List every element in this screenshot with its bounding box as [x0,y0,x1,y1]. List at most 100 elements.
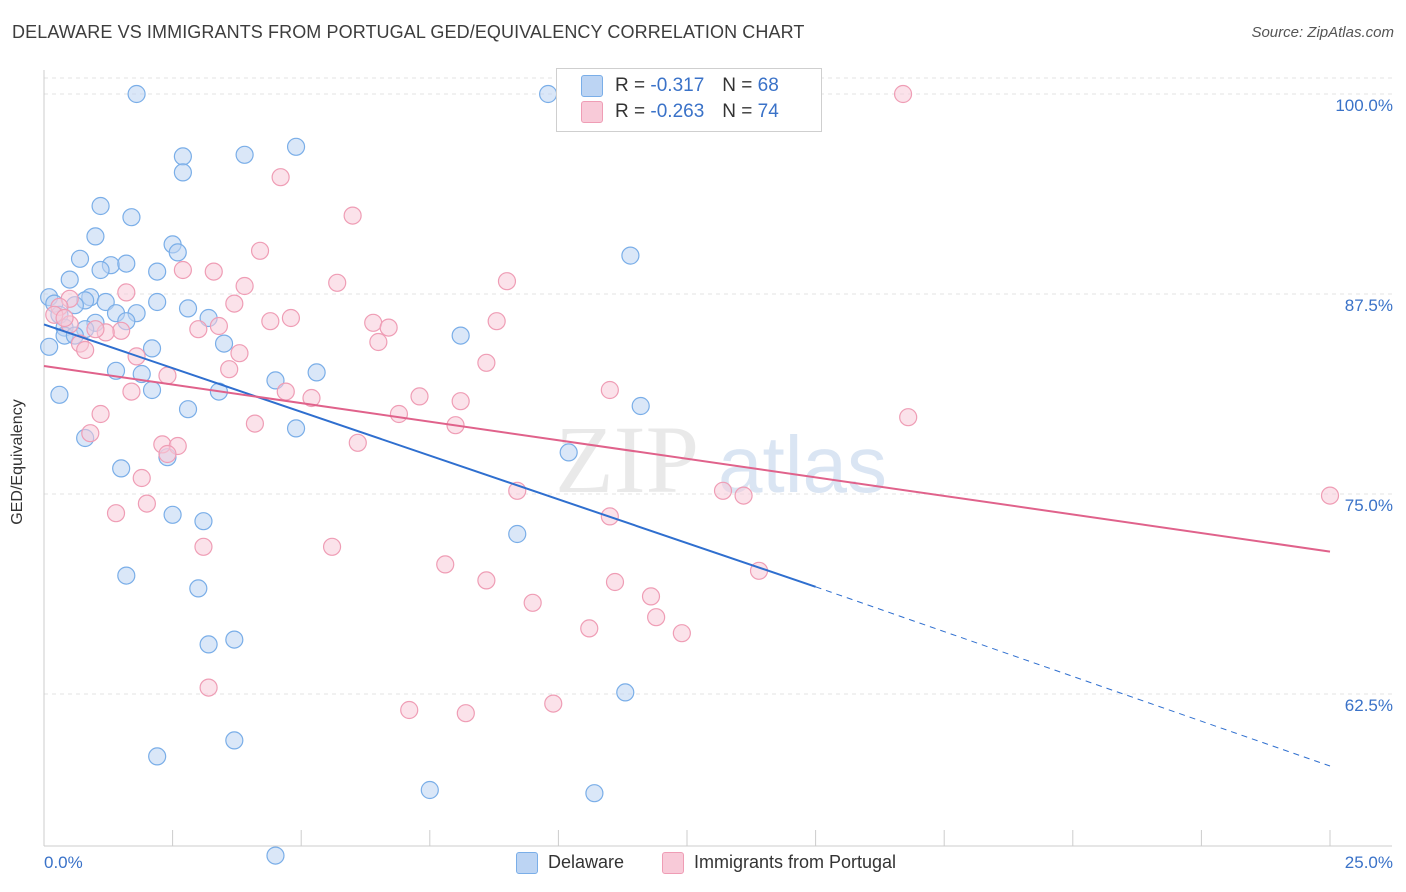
portugal-point [641,587,661,606]
portugal-point [225,294,244,313]
delaware-point [621,246,640,265]
portugal-point [523,593,542,612]
watermark: ZIP atlas [555,406,887,513]
delaware-point [112,459,131,478]
portugal-point [230,344,249,363]
delaware-point [286,419,306,438]
legend-r-value-delaware: -0.317 [650,75,705,97]
legend-r-label: R = [615,75,646,97]
portugal-point [112,321,131,340]
x-tick-label: 0.0% [44,853,83,872]
y-tick-label: 87.5% [1345,296,1393,315]
delaware-point [148,747,167,766]
portugal-point [199,678,218,697]
delaware-point [173,163,192,182]
delaware-point [163,505,182,524]
delaware-point [148,292,167,312]
portugal-point [276,382,295,401]
source-label: Source: ZipAtlas.com [1251,24,1394,41]
y-axis-label: GED/Equivalency [9,399,26,525]
portugal-point [734,486,753,505]
stats-legend: R = -0.317 N = 68 R = -0.263 N = 74 [556,68,822,132]
delaware-point [148,262,167,281]
bottom-legend-swatch-portugal [662,852,684,875]
portugal-point [209,316,228,336]
portugal-point [369,332,388,352]
delaware-point [117,254,136,273]
portugal-point [137,494,156,513]
delaware-point [225,731,244,750]
delaware-point [60,270,79,289]
portugal-point [122,382,141,401]
delaware-point [225,630,244,649]
portugal-point [189,320,208,339]
chart-title: DELAWARE VS IMMIGRANTS FROM PORTUGAL GED… [12,22,805,42]
portugal-point [436,555,455,574]
delaware-trend-line [43,323,816,588]
legend-row-delaware: R = -0.317 N = 68 [581,75,779,101]
legend-n-value-portugal: 74 [757,101,779,123]
portugal-point [55,308,74,328]
portugal-point [235,276,254,296]
y-tick-label: 100.0% [1335,96,1393,115]
portugal-point [477,353,496,372]
legend-n-label: N = [722,101,753,123]
tick-labels: 62.5% 75.0% 87.5% 100.0% 0.0% 25.0% [44,96,1393,872]
delaware-trend-extension [815,586,1331,767]
delaware-point [142,380,162,400]
portugal-point [86,320,105,339]
delaware-point [122,208,141,227]
trend-lines [43,323,1331,767]
delaware-point [616,683,635,702]
delaware-point [266,371,285,390]
delaware-point [178,299,198,318]
portugal-point [261,312,280,331]
portugal-point [400,700,419,720]
bottom-legend-portugal: Immigrants from Portugal [662,852,896,875]
axis-lines [43,70,1392,847]
portugal-point [600,380,619,400]
delaware-point [420,780,439,800]
delaware-point [117,566,136,585]
portugal-point [81,424,100,443]
delaware-point [178,400,198,419]
portugal-point [451,392,470,411]
x-tick-label: 25.0% [1345,853,1393,872]
portugal-point [302,388,321,408]
portugal-point [158,366,177,385]
delaware-point [559,443,578,462]
portugal-point [343,206,362,225]
delaware-point [127,84,146,104]
delaware-point [451,326,470,345]
portugal-point [250,241,270,260]
portugal-point [544,694,563,713]
y-tick-label: 62.5% [1345,696,1393,715]
delaware-point [70,249,90,268]
bottom-legend-label-delaware: Delaware [548,852,625,872]
portugal-point [605,572,625,592]
delaware-point [96,292,115,312]
legend-n-value-delaware: 68 [757,75,779,97]
delaware-point [132,364,151,384]
portugal-point [328,273,347,292]
portugal-point [1320,486,1340,505]
delaware-point [266,846,285,865]
delaware-point [286,137,306,156]
delaware-point [142,339,162,358]
legend-r-value-portugal: -0.263 [650,101,705,123]
portugal-point [456,704,475,723]
delaware-point [173,147,192,166]
delaware-point [50,385,69,404]
portugal-point [322,537,342,556]
portugal-point [899,408,918,427]
delaware-point [189,579,208,598]
portugal-point [204,262,223,281]
delaware-point [199,635,218,654]
legend-swatch-portugal [581,101,603,123]
delaware-point [91,260,110,280]
portugal-point [245,414,265,433]
delaware-point [307,363,326,382]
portugal-point [194,537,213,556]
portugal-point [76,340,95,360]
